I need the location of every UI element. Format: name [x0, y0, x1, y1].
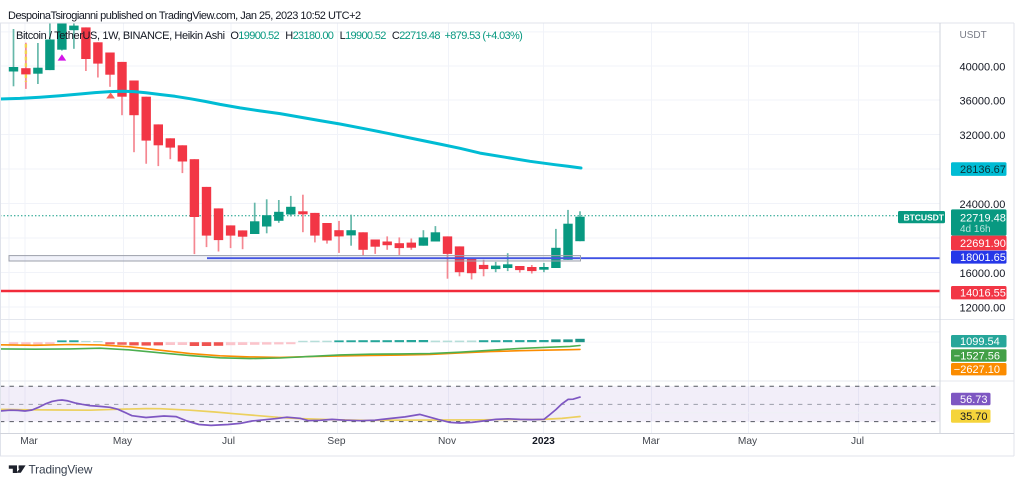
svg-text:−2627.10: −2627.10	[954, 364, 1000, 376]
svg-text:40000.00: 40000.00	[960, 61, 1006, 73]
svg-text:Sep: Sep	[327, 436, 345, 447]
svg-text:Mar: Mar	[20, 436, 38, 447]
svg-text:Mar: Mar	[642, 436, 660, 447]
svg-text:2023: 2023	[532, 436, 555, 447]
svg-text:1099.54: 1099.54	[960, 336, 1000, 348]
svg-text:32000.00: 32000.00	[960, 130, 1006, 142]
svg-text:56.73: 56.73	[960, 394, 988, 406]
svg-text:4d 16h: 4d 16h	[960, 224, 991, 235]
svg-text:22719.48: 22719.48	[960, 213, 1006, 225]
svg-text:Bitcoin / TetherUS, 1W, BINANC: Bitcoin / TetherUS, 1W, BINANCE, Heikin …	[16, 30, 225, 42]
svg-text:−1527.56: −1527.56	[954, 350, 1000, 362]
svg-text:28136.67: 28136.67	[960, 164, 1006, 176]
svg-text:TradingView: TradingView	[29, 463, 93, 477]
svg-text:USDT: USDT	[960, 30, 987, 41]
svg-text:C22719.48: C22719.48	[392, 30, 441, 42]
svg-text:Nov: Nov	[438, 436, 457, 447]
svg-text:Jul: Jul	[222, 436, 235, 447]
svg-text:H23180.00: H23180.00	[285, 30, 334, 42]
svg-text:Jul: Jul	[851, 436, 864, 447]
svg-text:35.70: 35.70	[960, 411, 988, 423]
svg-text:O19900.52: O19900.52	[230, 30, 279, 42]
svg-text:DespoinaTsirogianni published: DespoinaTsirogianni published on Trading…	[8, 10, 361, 22]
svg-text:May: May	[738, 436, 758, 447]
svg-text:22691.90: 22691.90	[960, 238, 1006, 250]
svg-text:14016.55: 14016.55	[960, 288, 1006, 300]
svg-text:BTCUSDT: BTCUSDT	[904, 212, 945, 222]
svg-text:36000.00: 36000.00	[960, 95, 1006, 107]
svg-text:+879.53 (+4.03%): +879.53 (+4.03%)	[445, 30, 523, 42]
svg-text:12000.00: 12000.00	[960, 302, 1006, 314]
svg-text:18001.65: 18001.65	[960, 252, 1006, 264]
svg-text:16000.00: 16000.00	[960, 268, 1006, 280]
svg-text:L19900.52: L19900.52	[340, 30, 387, 42]
svg-text:24000.00: 24000.00	[960, 199, 1006, 211]
svg-text:May: May	[113, 436, 133, 447]
